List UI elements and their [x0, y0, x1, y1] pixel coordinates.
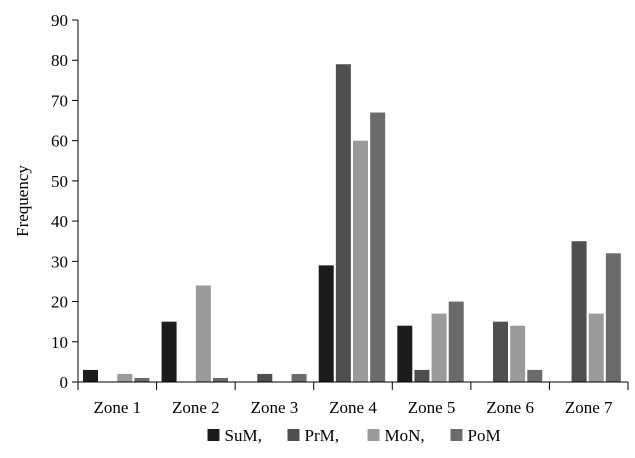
bar — [431, 313, 447, 382]
legend: SuM, PrM, MoN, PoM — [207, 426, 501, 445]
y-tick-label: 70 — [51, 91, 68, 110]
bar — [448, 301, 464, 382]
bar — [510, 325, 526, 382]
bar — [571, 241, 587, 382]
x-tick-label: Zone 5 — [408, 398, 456, 417]
y-tick-label: 80 — [51, 51, 68, 70]
bar — [291, 373, 307, 382]
y-tick-label: 20 — [51, 293, 68, 312]
y-axis-title: Frequency — [13, 165, 32, 237]
bar — [335, 64, 351, 382]
legend-swatch — [287, 429, 300, 441]
plot-area — [83, 64, 621, 382]
x-tick-label: Zone 2 — [172, 398, 220, 417]
x-tick-label: Zone 6 — [486, 398, 534, 417]
x-tick-label: Zone 7 — [565, 398, 613, 417]
bar — [213, 377, 228, 382]
x-tick-label: Zone 4 — [329, 398, 377, 417]
legend-swatch — [367, 429, 380, 441]
y-tick-label: 10 — [51, 333, 68, 352]
legend-label: PrM, — [305, 426, 339, 445]
bar — [83, 369, 98, 382]
legend-swatch — [450, 429, 463, 441]
y-tick-label: 50 — [51, 172, 68, 191]
bar — [318, 265, 334, 382]
x-tick-label: Zone 1 — [93, 398, 141, 417]
legend-label: PoM — [468, 426, 501, 445]
bar — [257, 373, 273, 382]
y-axis: 0 10 20 30 40 50 60 70 80 90 — [51, 11, 79, 392]
bar — [117, 373, 133, 382]
bar — [134, 377, 150, 382]
y-tick-label: 30 — [51, 252, 68, 271]
bar — [397, 325, 413, 382]
bar — [195, 285, 211, 382]
bar — [414, 369, 430, 382]
bar — [588, 313, 604, 382]
legend-swatch — [207, 429, 220, 441]
x-tick-label: Zone 3 — [251, 398, 299, 417]
y-tick-label: 0 — [60, 373, 69, 392]
legend-label: SuM, — [225, 426, 262, 445]
bar — [605, 253, 621, 382]
bar — [527, 369, 543, 382]
y-tick-label: 40 — [51, 212, 68, 231]
x-axis: Zone 1 Zone 2 Zone 3 Zone 4 Zone 5 Zone 6 Zone… — [77, 381, 629, 417]
legend-label: MoN, — [385, 426, 425, 445]
y-tick-label: 60 — [51, 132, 68, 151]
y-tick-label: 90 — [51, 11, 68, 30]
bar — [370, 112, 386, 382]
bar — [161, 321, 177, 382]
bar — [493, 321, 508, 382]
bar — [353, 140, 368, 382]
